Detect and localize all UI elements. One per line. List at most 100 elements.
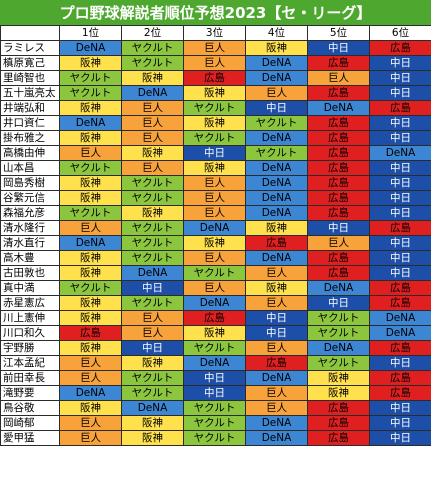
commentator-name: 清水直行 [0,235,60,251]
rank-cell-6: DeNA [369,325,431,341]
rank-cell-3: 中日 [183,370,246,386]
rank-cell-5: 広島 [307,430,370,446]
rank-cell-1: 巨人 [59,355,122,371]
table-row: 赤星憲広 阪神 ヤクルト DeNA 巨人 中日 広島 [0,295,431,311]
rank-cell-1: 阪神 [59,55,122,71]
rank-cell-3: 阪神 [183,235,246,251]
rank-cell-1: 巨人 [59,415,122,431]
rank-cell-4: DeNA [245,55,308,71]
table-row: 里崎智也 ヤクルト 阪神 広島 DeNA 巨人 中日 [0,70,431,86]
rank-cell-6: 中日 [369,430,431,446]
rank-cell-4: 巨人 [245,340,308,356]
rank-cell-4: DeNA [245,250,308,266]
rank-cell-1: 巨人 [59,145,122,161]
header-rank-6: 6位 [369,25,431,41]
rank-cell-2: 巨人 [121,325,184,341]
rank-cell-1: 阪神 [59,265,122,281]
rank-cell-6: 広島 [369,295,431,311]
commentator-name: 滝野要 [0,385,60,401]
table-row: 高木豊 阪神 ヤクルト 巨人 DeNA 広島 中日 [0,250,431,266]
rank-cell-6: 広島 [369,40,431,56]
table-row: 五十嵐亮太 ヤクルト DeNA 阪神 巨人 広島 中日 [0,85,431,101]
rank-cell-3: 巨人 [183,250,246,266]
rank-cell-4: 広島 [245,355,308,371]
rank-cell-3: 阪神 [183,160,246,176]
header-rank-1: 1位 [59,25,122,41]
table-row: 滝野要 DeNA ヤクルト 中日 巨人 阪神 広島 [0,385,431,401]
table-row: 清水隆行 巨人 ヤクルト DeNA 阪神 中日 広島 [0,220,431,236]
rank-cell-3: 中日 [183,145,246,161]
rank-cell-1: 阪神 [59,400,122,416]
table-row: 井端弘和 阪神 巨人 ヤクルト 中日 DeNA 広島 [0,100,431,116]
header-rank-4: 4位 [245,25,308,41]
rank-cell-4: 阪神 [245,280,308,296]
rank-cell-4: DeNA [245,370,308,386]
rank-cell-3: 阪神 [183,85,246,101]
rank-cell-5: 広島 [307,85,370,101]
rank-cell-5: ヤクルト [307,355,370,371]
rank-cell-2: 巨人 [121,310,184,326]
rank-cell-3: DeNA [183,220,246,236]
table-row: 川口和久 広島 巨人 阪神 中日 ヤクルト DeNA [0,325,431,341]
rank-cell-4: 巨人 [245,85,308,101]
commentator-name: 岡島秀樹 [0,175,60,191]
table-row: 井口資仁 DeNA 巨人 阪神 ヤクルト 広島 中日 [0,115,431,131]
commentator-name: 掛布雅之 [0,130,60,146]
commentator-name: ラミレス [0,40,60,56]
table-row: 宇野勝 阪神 中日 ヤクルト 巨人 DeNA 広島 [0,340,431,356]
rank-cell-4: DeNA [245,190,308,206]
rank-cell-5: 広島 [307,415,370,431]
rank-cell-5: 巨人 [307,235,370,251]
table-row: ラミレス DeNA ヤクルト 巨人 阪神 中日 広島 [0,40,431,56]
prediction-table: 1位 2位 3位 4位 5位 6位 ラミレス DeNA ヤクルト 巨人 阪神 中日 広島 槙原… [0,25,431,446]
rank-cell-4: ヤクルト [245,115,308,131]
page-title: プロ野球解説者順位予想2023【セ・リーグ】 [0,0,431,25]
table-row: 掛布雅之 阪神 巨人 ヤクルト DeNA 広島 中日 [0,130,431,146]
rank-cell-1: 阪神 [59,190,122,206]
header-rank-5: 5位 [307,25,370,41]
rank-cell-5: 広島 [307,205,370,221]
header-rank-2: 2位 [121,25,184,41]
rank-cell-3: ヤクルト [183,415,246,431]
commentator-name: 岡崎郁 [0,415,60,431]
rank-cell-3: 阪神 [183,325,246,341]
rank-cell-2: 中日 [121,340,184,356]
rank-cell-5: ヤクルト [307,310,370,326]
rank-cell-1: ヤクルト [59,85,122,101]
rank-cell-4: 中日 [245,325,308,341]
rank-cell-4: 巨人 [245,385,308,401]
rank-cell-6: 広島 [369,370,431,386]
commentator-name: 清水隆行 [0,220,60,236]
rank-cell-1: 巨人 [59,220,122,236]
rank-cell-4: 中日 [245,310,308,326]
rank-cell-2: 阪神 [121,145,184,161]
rank-cell-5: 広島 [307,160,370,176]
table-row: 槙原寛己 阪神 ヤクルト 巨人 DeNA 広島 中日 [0,55,431,71]
rank-cell-1: ヤクルト [59,160,122,176]
rank-cell-2: ヤクルト [121,370,184,386]
rank-cell-2: DeNA [121,265,184,281]
rank-cell-6: 中日 [369,130,431,146]
rank-cell-1: ヤクルト [59,280,122,296]
rank-cell-5: 広島 [307,190,370,206]
rank-cell-3: ヤクルト [183,130,246,146]
rank-cell-3: 巨人 [183,40,246,56]
rank-cell-4: 中日 [245,100,308,116]
rank-cell-5: 広島 [307,400,370,416]
rank-cell-1: ヤクルト [59,70,122,86]
rank-cell-5: 広島 [307,265,370,281]
rank-cell-2: ヤクルト [121,295,184,311]
commentator-name: 赤星憲広 [0,295,60,311]
rank-cell-4: DeNA [245,430,308,446]
commentator-name: 井口資仁 [0,115,60,131]
table-row: 岡崎郁 巨人 阪神 ヤクルト DeNA 広島 中日 [0,415,431,431]
rank-cell-6: 中日 [369,400,431,416]
rank-cell-3: ヤクルト [183,340,246,356]
rank-cell-1: 阪神 [59,295,122,311]
rank-cell-5: 阪神 [307,370,370,386]
rank-cell-1: 巨人 [59,430,122,446]
rank-cell-6: 広島 [369,100,431,116]
rank-cell-6: 中日 [369,175,431,191]
rank-cell-1: 阪神 [59,340,122,356]
rank-cell-6: 中日 [369,355,431,371]
